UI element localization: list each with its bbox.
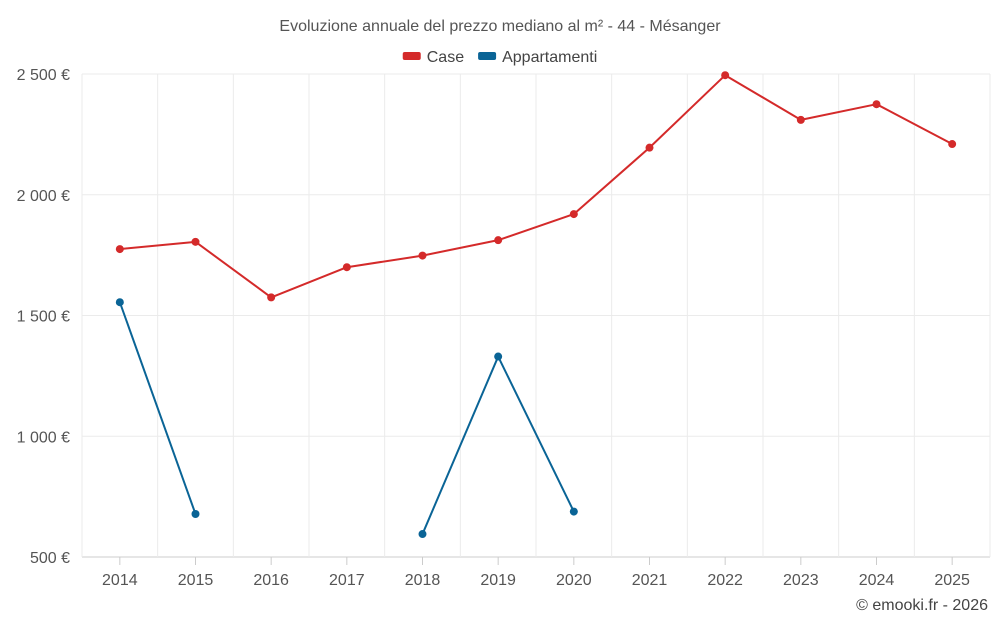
x-tick-label: 2021 [632,572,668,589]
x-tick-label: 2015 [178,572,214,589]
x-tick-label: 2018 [405,572,441,589]
legend-swatch [402,52,421,60]
x-tick-label: 2023 [783,572,819,589]
legend-label: Appartamenti [502,49,597,66]
chart-title: Evoluzione annuale del prezzo mediano al… [279,18,721,35]
data-point[interactable] [191,510,200,519]
series-appartamenti [115,298,578,539]
series-line [421,355,575,535]
data-point[interactable] [569,210,578,219]
legend-swatch [478,52,497,60]
legend-label: Case [427,49,464,66]
data-point[interactable] [418,251,427,260]
y-tick-label: 2 000 € [17,188,70,205]
y-tick-label: 1 000 € [17,429,70,446]
y-tick-label: 500 € [30,550,70,567]
x-tick-label: 2024 [859,572,895,589]
legend-item-appartamenti[interactable]: Appartamenti [478,49,597,66]
series-line [118,301,197,515]
data-point[interactable] [569,507,578,516]
x-tick-label: 2016 [253,572,289,589]
data-point[interactable] [494,352,503,361]
data-point[interactable] [342,263,351,272]
x-axis: 2014 2015 2016 2017 2018 2019 2020 2021 2022 2023… [102,557,970,589]
data-point[interactable] [494,236,503,245]
data-point[interactable] [948,140,957,149]
series-layer [115,71,957,539]
data-point[interactable] [267,293,276,302]
x-tick-label: 2017 [329,572,365,589]
y-tick-label: 1 500 € [17,309,70,326]
data-point[interactable] [191,237,200,246]
data-point[interactable] [115,245,124,254]
data-point[interactable] [872,100,881,109]
data-point[interactable] [645,143,654,152]
data-point[interactable] [115,298,124,307]
x-tick-label: 2022 [707,572,743,589]
x-tick-label: 2020 [556,572,592,589]
series-line [119,74,953,299]
legend: Case Appartamenti [402,49,597,66]
y-tick-label: 2 500 € [17,67,70,84]
series-case [115,71,957,302]
credit-text: © emooki.fr - 2026 [856,597,988,614]
data-point[interactable] [418,530,427,539]
y-axis: 500 € 1 000 € 1 500 € 2 000 € 2 500 € [17,67,70,567]
x-tick-label: 2025 [934,572,970,589]
data-point[interactable] [721,71,730,80]
data-point[interactable] [796,115,805,124]
x-tick-label: 2014 [102,572,138,589]
legend-item-case[interactable]: Case [402,49,464,66]
x-tick-label: 2019 [480,572,516,589]
grid [81,73,991,558]
